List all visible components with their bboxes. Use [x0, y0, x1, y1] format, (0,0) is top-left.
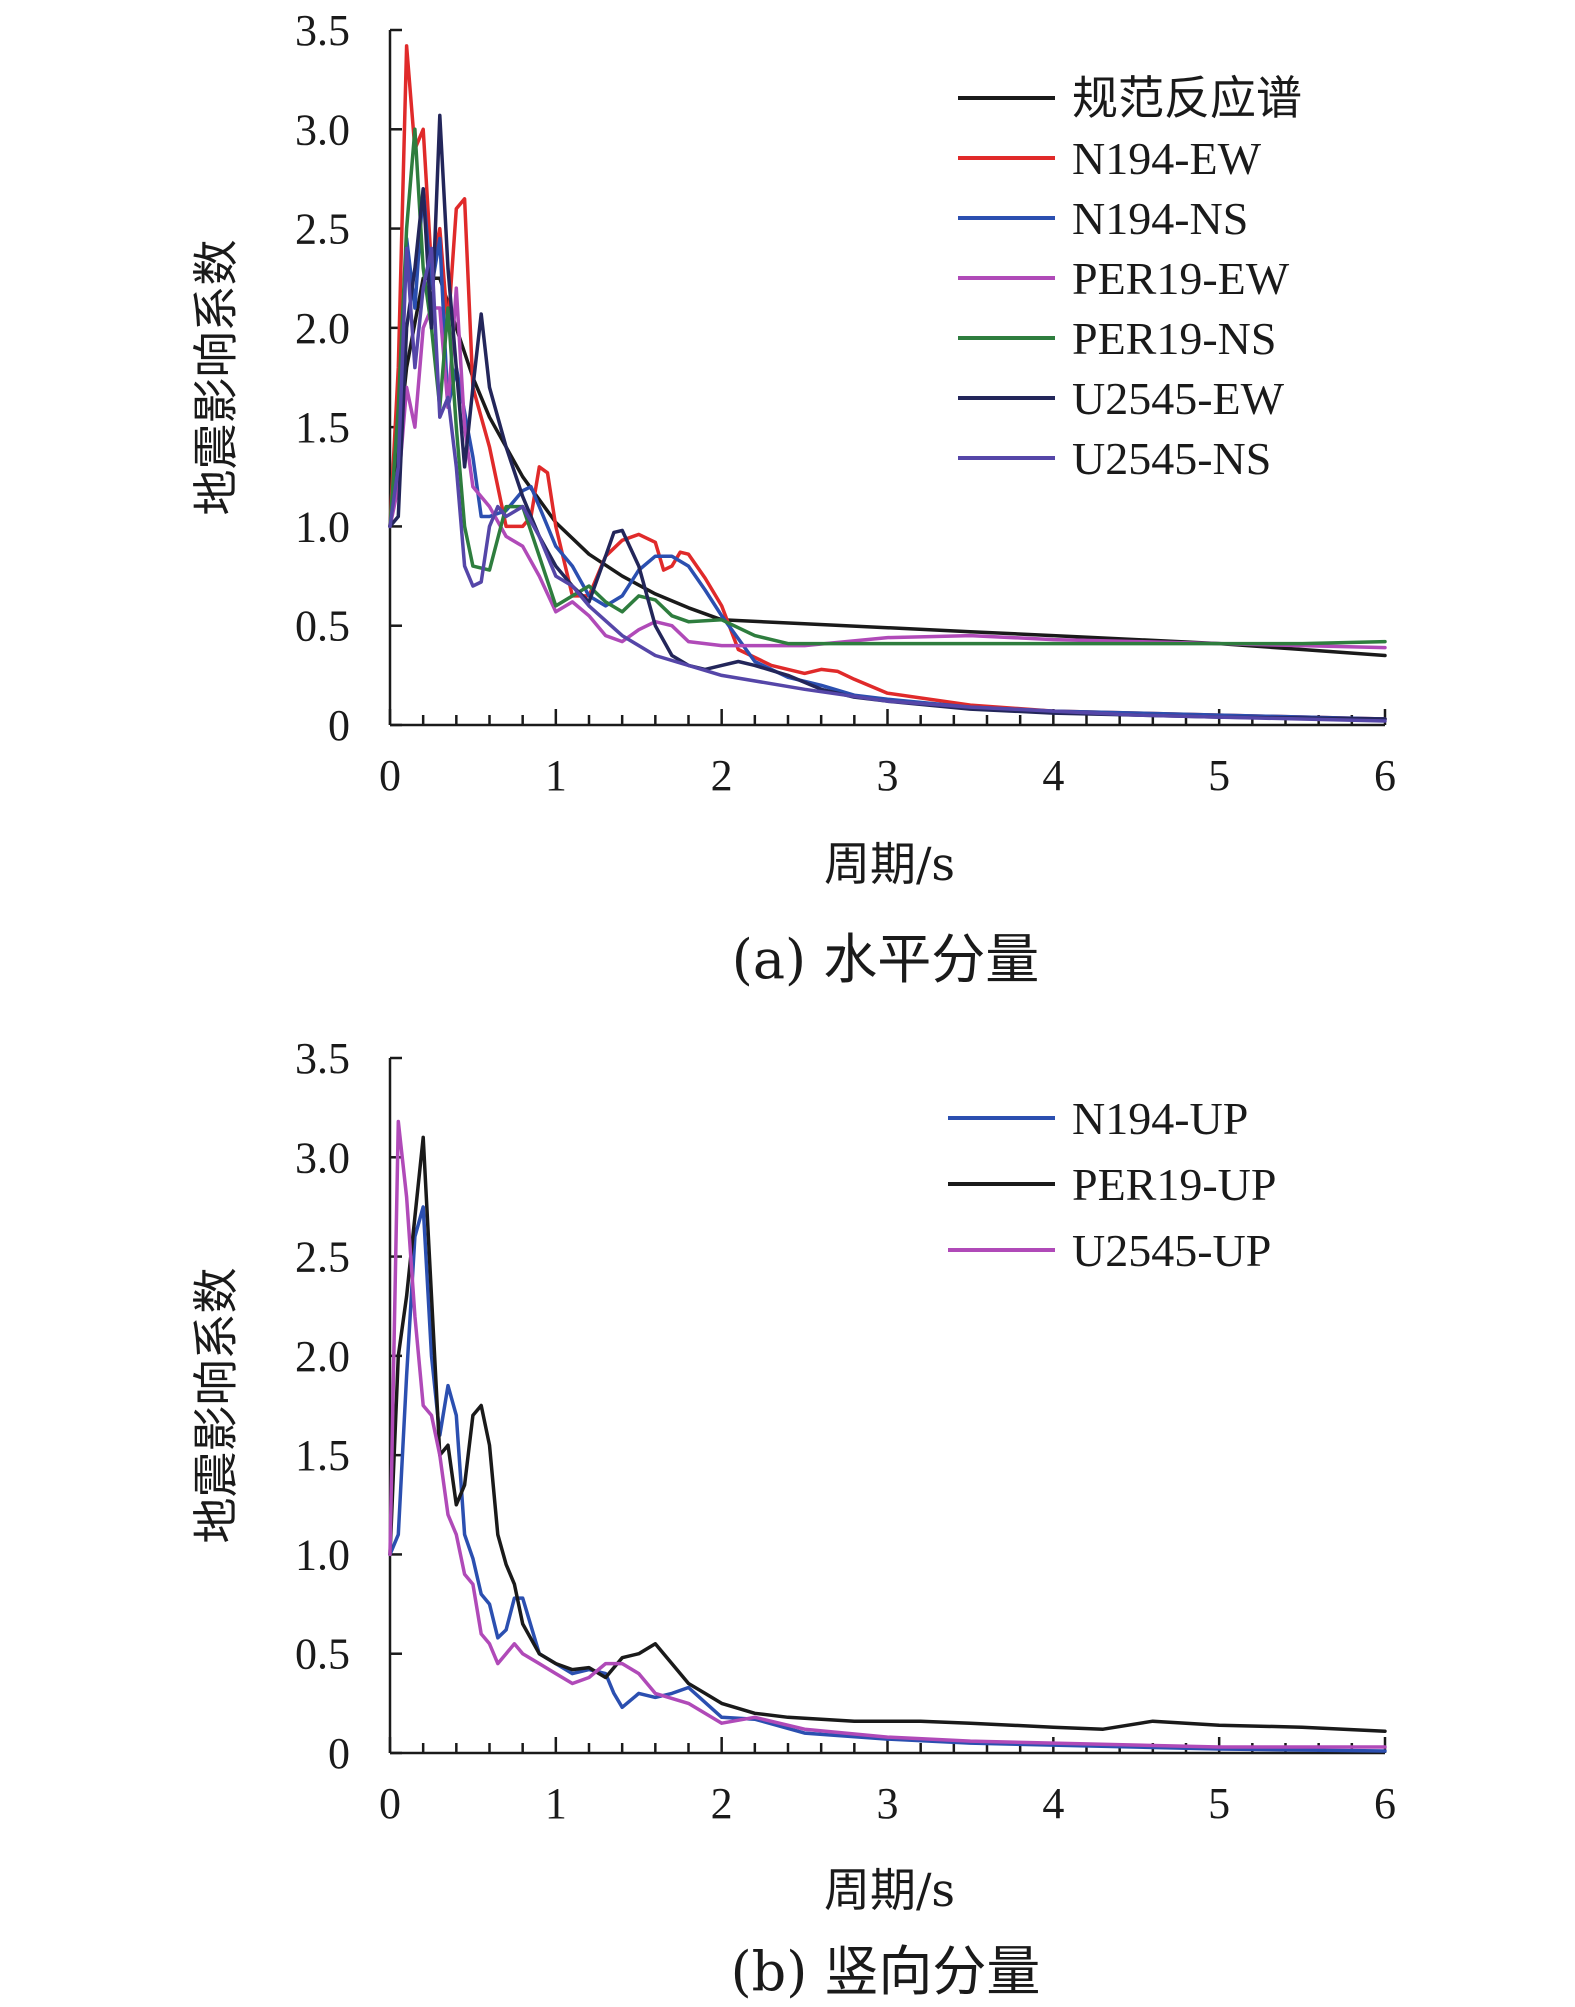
legend-label: PER19-UP: [1072, 1159, 1276, 1210]
series-line: [388, 187, 1387, 721]
y-tick-label: 3.0: [295, 105, 350, 154]
panel-caption: (b) 竖向分量: [731, 1940, 1041, 2003]
series-line: [388, 246, 1387, 723]
x-tick-label: 2: [711, 751, 733, 800]
legend-label: U2545-EW: [1072, 373, 1285, 424]
x-tick-label: 2: [711, 1779, 733, 1828]
y-tick-label: 1.5: [295, 403, 350, 452]
y-tick-label: 0: [328, 1729, 350, 1778]
x-tick-label: 3: [877, 1779, 899, 1828]
x-tick-label: 5: [1208, 1779, 1230, 1828]
y-tick-label: 0.5: [295, 602, 350, 651]
series-line: [388, 113, 1387, 721]
x-tick-label: 0: [379, 751, 401, 800]
series-line: [388, 1119, 1387, 1749]
legend-label: PER19-NS: [1072, 313, 1276, 364]
y-axis-title: 地震影响系数: [189, 240, 243, 516]
y-tick-label: 3.5: [295, 6, 350, 55]
legend-label: U2545-NS: [1072, 433, 1271, 484]
legend-label: N194-UP: [1072, 1093, 1248, 1144]
legend-label: N194-NS: [1072, 193, 1248, 244]
y-tick-label: 1.0: [295, 502, 350, 551]
x-tick-label: 3: [877, 751, 899, 800]
x-tick-label: 1: [545, 1779, 567, 1828]
series-line: [388, 1205, 1387, 1753]
y-tick-label: 1.0: [295, 1530, 350, 1579]
y-tick-label: 2.0: [295, 304, 350, 353]
legend-label: N194-EW: [1072, 133, 1262, 184]
y-tick-label: 1.5: [295, 1431, 350, 1480]
x-tick-label: 5: [1208, 751, 1230, 800]
y-tick-label: 0: [328, 701, 350, 750]
panel-caption: (a) 水平分量: [732, 928, 1040, 991]
y-tick-label: 2.5: [295, 205, 350, 254]
y-axis-title: 地震影响系数: [189, 1268, 243, 1544]
x-axis-title: 周期/s: [824, 837, 955, 891]
x-tick-label: 4: [1042, 1779, 1064, 1828]
x-axis-title: 周期/s: [824, 1863, 955, 1917]
legend-label: 规范反应谱: [1072, 73, 1302, 124]
x-tick-label: 0: [379, 1779, 401, 1828]
y-tick-label: 2.5: [295, 1233, 350, 1282]
y-tick-label: 2.0: [295, 1332, 350, 1381]
x-tick-label: 6: [1374, 751, 1396, 800]
legend-label: U2545-UP: [1072, 1225, 1271, 1276]
y-tick-label: 0.5: [295, 1630, 350, 1679]
x-tick-label: 1: [545, 751, 567, 800]
legend-label: PER19-EW: [1072, 253, 1290, 304]
x-tick-label: 4: [1042, 751, 1064, 800]
x-tick-label: 6: [1374, 1779, 1396, 1828]
y-tick-label: 3.0: [295, 1133, 350, 1182]
y-tick-label: 3.5: [295, 1034, 350, 1083]
